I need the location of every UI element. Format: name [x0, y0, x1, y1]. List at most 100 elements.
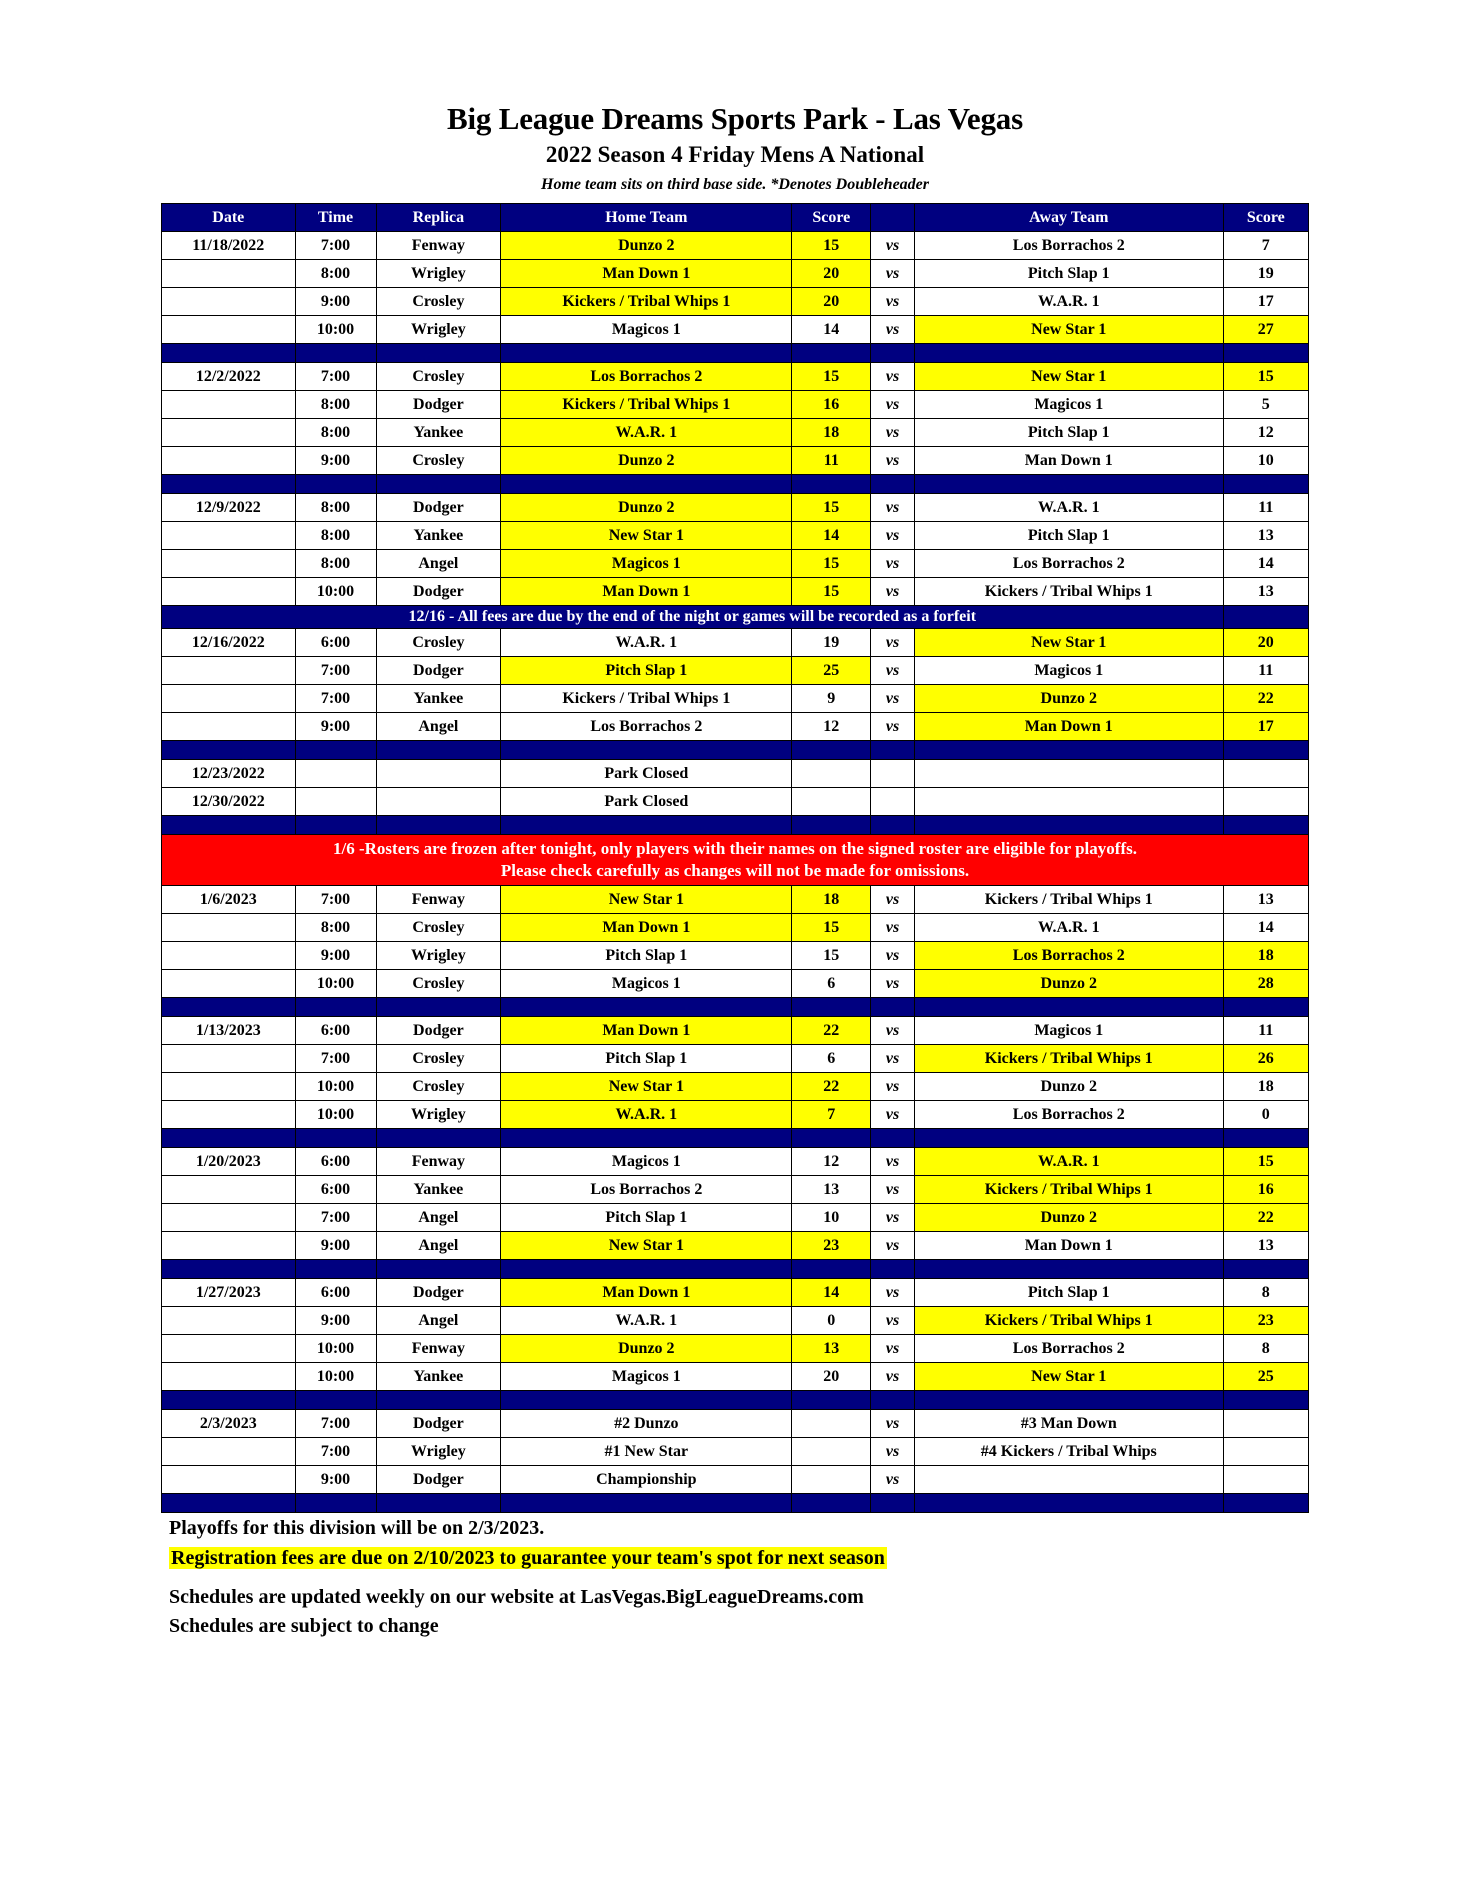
separator-cell: [375, 1493, 502, 1514]
cell-vs: vs: [870, 521, 915, 551]
park-closed-row: 12/23/2022 Park Closed: [161, 759, 1310, 789]
cell-replica: Fenway: [375, 1334, 502, 1364]
cell-away-team: Dunzo 2: [913, 1072, 1224, 1102]
game-row: 12/16/2022 6:00 Crosley W.A.R. 1 19 vs New Sta…: [161, 628, 1310, 658]
cell-time: 9:00: [294, 446, 377, 476]
week-separator-row: [161, 343, 1310, 364]
cell-home-score: 15: [791, 493, 872, 523]
cell-vs: vs: [870, 362, 915, 392]
cell-away-team: Dunzo 2: [913, 969, 1224, 999]
cell-vs: vs: [870, 1362, 915, 1392]
cell-time: 10:00: [294, 1334, 377, 1364]
cell-vs: vs: [870, 287, 915, 317]
cell-away-team: Los Borrachos 2: [913, 1100, 1224, 1130]
cell-vs: vs: [870, 1147, 915, 1177]
cell-vs: vs: [870, 628, 915, 658]
cell-home-team: Kickers / Tribal Whips 1: [500, 684, 793, 714]
separator-cell: [791, 815, 872, 836]
game-row: 8:00 Yankee W.A.R. 1 18 vs Pitch Slap 1 12: [161, 418, 1310, 448]
cell-date: [161, 259, 296, 289]
cell-time: 7:00: [294, 1437, 377, 1467]
schedule-table: Date Time Replica Home Team Score Away T…: [161, 203, 1310, 1514]
cell-date: 12/9/2022: [161, 493, 296, 523]
game-row: 9:00 Angel Los Borrachos 2 12 vs Man Down 1 17: [161, 712, 1310, 742]
cell-replica: Angel: [375, 712, 502, 742]
cell-away-score: [1222, 1409, 1310, 1439]
cell-time: 8:00: [294, 549, 377, 579]
separator-cell: [375, 474, 502, 495]
cell-vs: vs: [870, 1409, 915, 1439]
cell-home-score: 22: [791, 1072, 872, 1102]
cell-date: [161, 913, 296, 943]
cell-away-score: 19: [1222, 259, 1310, 289]
cell-vs: vs: [870, 259, 915, 289]
separator-cell: [500, 474, 793, 495]
separator-cell: [500, 815, 793, 836]
cell-away-score: 16: [1222, 1175, 1310, 1205]
game-row: 9:00 Angel New Star 1 23 vs Man Down 1 13: [161, 1231, 1310, 1261]
cell-replica: Wrigley: [375, 1437, 502, 1467]
cell-date: 1/13/2023: [161, 1016, 296, 1046]
separator-cell: [1222, 474, 1310, 495]
cell-home-score: 7: [791, 1100, 872, 1130]
cell-home-score: 0: [791, 1306, 872, 1336]
cell-away-team: Pitch Slap 1: [913, 1278, 1224, 1308]
cell-home-team: #1 New Star: [500, 1437, 793, 1467]
cell-date: [161, 549, 296, 579]
cell-away-team: [913, 759, 1224, 789]
game-row: 8:00 Yankee New Star 1 14 vs Pitch Slap 1 13: [161, 521, 1310, 551]
cell-home-score: 13: [791, 1175, 872, 1205]
separator-cell: [1222, 1128, 1310, 1149]
cell-away-team: W.A.R. 1: [913, 493, 1224, 523]
cell-replica: Dodger: [375, 577, 502, 607]
cell-date: [161, 315, 296, 345]
column-header-away-score: Score: [1222, 203, 1310, 233]
cell-date: [161, 656, 296, 686]
cell-vs: vs: [870, 1203, 915, 1233]
cell-home-score: 22: [791, 1016, 872, 1046]
cell-home-score: [791, 1465, 872, 1495]
cell-home-score: 15: [791, 941, 872, 971]
cell-replica: Crosley: [375, 287, 502, 317]
week-separator-row: [161, 1390, 1310, 1411]
cell-home-score: [791, 1437, 872, 1467]
footer-registration-note: Registration fees are due on 2/10/2023 t…: [169, 1547, 887, 1570]
cell-vs: vs: [870, 231, 915, 261]
cell-replica: Crosley: [375, 628, 502, 658]
column-header-home-score: Score: [791, 203, 872, 233]
cell-replica: Yankee: [375, 1175, 502, 1205]
cell-replica: Angel: [375, 1306, 502, 1336]
cell-home-score: 14: [791, 1278, 872, 1308]
separator-cell: [791, 474, 872, 495]
separator-cell: [294, 1128, 377, 1149]
game-row: 7:00 Yankee Kickers / Tribal Whips 1 9 vs Dun…: [161, 684, 1310, 714]
cell-home-team: Dunzo 2: [500, 493, 793, 523]
game-row: 1/6/2023 7:00 Fenway New Star 1 18 vs Kickers …: [161, 885, 1310, 915]
cell-date: [161, 287, 296, 317]
cell-time: 8:00: [294, 913, 377, 943]
cell-away-team: New Star 1: [913, 628, 1224, 658]
game-row: 12/2/2022 7:00 Crosley Los Borrachos 2 15 vs N…: [161, 362, 1310, 392]
cell-replica: Angel: [375, 1231, 502, 1261]
week-separator-row: [161, 740, 1310, 761]
cell-time: 9:00: [294, 1231, 377, 1261]
separator-cell: [161, 1390, 296, 1411]
cell-home-team: Pitch Slap 1: [500, 1203, 793, 1233]
cell-away-score: 26: [1222, 1044, 1310, 1074]
cell-away-team: Pitch Slap 1: [913, 521, 1224, 551]
roster-freeze-banner: 1/6 -Rosters are frozen after tonight, o…: [161, 834, 1309, 887]
cell-home-score: 13: [791, 1334, 872, 1364]
cell-replica: Dodger: [375, 390, 502, 420]
separator-cell: [161, 815, 296, 836]
separator-cell: [791, 1128, 872, 1149]
cell-home-team: Magicos 1: [500, 969, 793, 999]
cell-home-team: Pitch Slap 1: [500, 941, 793, 971]
cell-home-team: Park Closed: [500, 787, 793, 817]
game-row: 10:00 Crosley New Star 1 22 vs Dunzo 2 18: [161, 1072, 1310, 1102]
cell-home-team: New Star 1: [500, 885, 793, 915]
cell-replica: Crosley: [375, 969, 502, 999]
cell-away-score: 28: [1222, 969, 1310, 999]
cell-away-team: Magicos 1: [913, 1016, 1224, 1046]
document-header: Big League Dreams Sports Park - Las Vega…: [0, 0, 1470, 194]
separator-cell: [161, 740, 296, 761]
